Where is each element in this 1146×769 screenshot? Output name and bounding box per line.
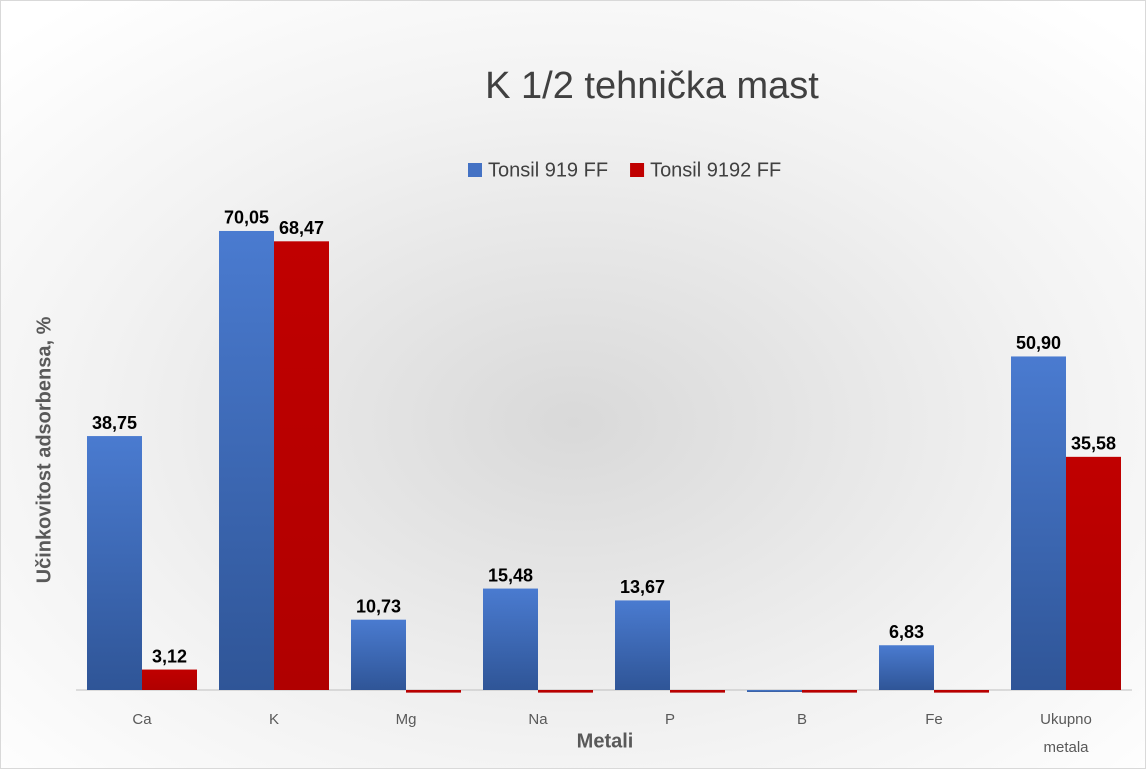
x-tick-label: Ca [132, 711, 152, 728]
legend-label: Tonsil 919 FF [488, 159, 608, 181]
x-tick-label: Ukupno metala [1040, 711, 1092, 756]
x-tick-label: B [797, 711, 807, 728]
legend-swatch [630, 163, 645, 177]
data-label: 68,47 [279, 218, 324, 238]
bar [274, 241, 329, 690]
data-label: 70,05 [224, 208, 269, 228]
x-tick-label: Fe [925, 711, 943, 728]
bar [802, 690, 857, 693]
legend-label: Tonsil 9192 FF [650, 159, 781, 181]
data-label: 38,75 [92, 413, 137, 433]
bar [219, 230, 274, 691]
bar [747, 690, 802, 692]
bar [1011, 356, 1066, 690]
bar [879, 645, 934, 690]
x-tick-label: P [665, 711, 675, 728]
data-label: 10,73 [356, 596, 401, 616]
x-tick-label: Mg [396, 711, 417, 728]
chart-title: K 1/2 tehnička mast [485, 65, 819, 107]
bar [538, 690, 593, 693]
bar [351, 619, 406, 690]
legend-swatch [468, 163, 482, 177]
x-tick-label: K [269, 711, 279, 728]
data-label: 3,12 [152, 646, 187, 666]
x-axis-label: Metali [577, 730, 634, 752]
bar [934, 690, 989, 693]
data-label: 13,67 [620, 577, 665, 597]
data-label: 6,83 [889, 622, 924, 642]
bar [406, 690, 461, 693]
x-tick-label: Na [528, 711, 548, 728]
bar [483, 588, 538, 690]
bar [670, 690, 725, 693]
bar [87, 436, 142, 690]
y-axis-label: Učinkovitost adsorbensa, % [33, 316, 55, 583]
data-label: 15,48 [488, 565, 533, 585]
data-label: 35,58 [1071, 434, 1116, 454]
bar [1066, 456, 1121, 690]
data-label: 50,90 [1016, 333, 1061, 353]
bar [615, 600, 670, 690]
bar [142, 669, 197, 690]
